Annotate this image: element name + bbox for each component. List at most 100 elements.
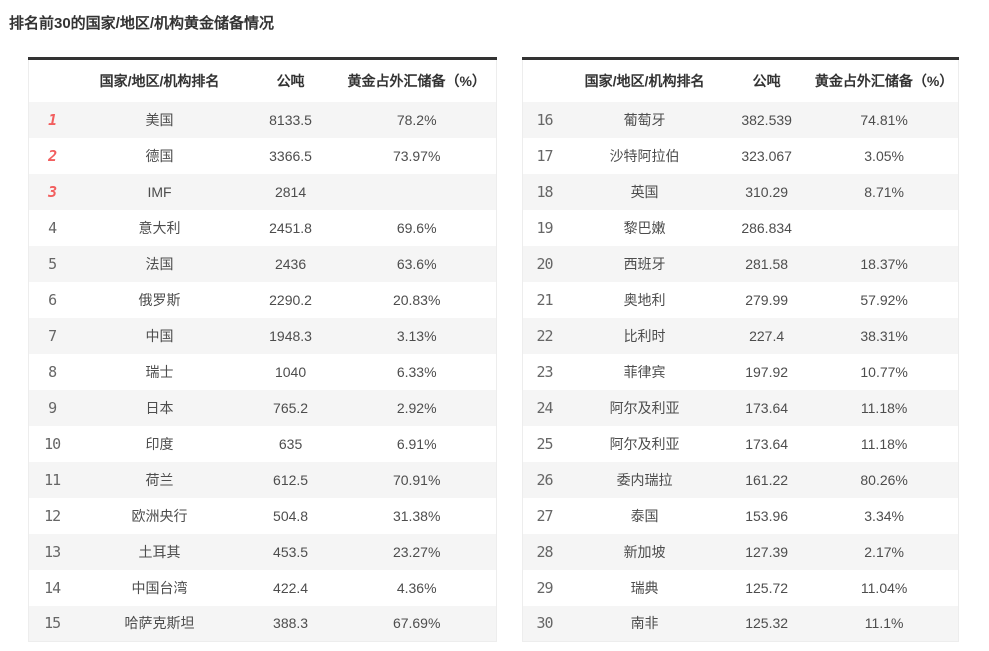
percent-cell: 3.13% (396, 327, 437, 344)
table-row: 21 奥地利 279.99 57.92% (522, 281, 959, 318)
country-cell: 意大利 (138, 219, 181, 236)
table-row: 24 阿尔及利亚 173.64 11.18% (522, 389, 959, 426)
country-cell: 黎巴嫩 (623, 219, 666, 236)
percent-cell: 74.81% (860, 111, 908, 128)
percent-cell: 70.91% (392, 471, 441, 488)
table-row: 23 菲律宾 197.92 10.77% (522, 353, 959, 390)
rank-cell: 25 (536, 434, 554, 453)
country-cell: 西班牙 (623, 255, 666, 272)
rank-cell: 24 (536, 398, 554, 417)
tonnes-cell: 125.32 (745, 615, 789, 632)
rank-cell: 14 (44, 578, 61, 597)
percent-cell: 6.33% (396, 363, 437, 380)
table-row: 25 阿尔及利亚 173.64 11.18% (522, 425, 959, 462)
percent-cell: 67.69% (392, 615, 441, 632)
header-tonnes: 公吨 (243, 58, 338, 102)
country-cell: 沙特阿拉伯 (609, 147, 680, 164)
table-row: 6 俄罗斯 2290.2 20.83% (28, 281, 497, 318)
table-row: 13 土耳其 453.5 23.27% (28, 533, 497, 570)
table-row: 1 美国 8133.5 78.2% (28, 101, 497, 138)
percent-cell: 4.36% (396, 579, 437, 596)
percent-cell: 18.37% (860, 255, 908, 272)
percent-cell: 11.1% (864, 615, 904, 632)
percent-cell: 3.05% (864, 147, 904, 164)
tonnes-cell: 310.29 (745, 183, 789, 200)
tonnes-cell: 1040 (274, 363, 307, 380)
tonnes-cell: 125.72 (745, 579, 789, 596)
header-percent: 黄金占外汇储备（%） (810, 58, 959, 102)
country-cell: 哈萨克斯坦 (124, 615, 195, 632)
table-row: 30 南非 125.32 11.1% (522, 605, 959, 642)
rank-cell: 9 (48, 398, 57, 417)
tonnes-cell: 173.64 (745, 399, 789, 416)
percent-cell: 80.26% (860, 471, 908, 488)
table-row: 28 新加坡 127.39 2.17% (522, 533, 959, 570)
tonnes-cell: 197.92 (745, 363, 789, 380)
rank-cell: 30 (536, 614, 554, 633)
rank-cell: 13 (44, 542, 61, 561)
header-rank (522, 58, 567, 102)
tonnes-cell: 2451.8 (269, 219, 312, 236)
percent-cell: 31.38% (392, 507, 441, 524)
rank-cell: 1 (48, 110, 57, 129)
tonnes-cell: 323.067 (741, 147, 792, 164)
table-row: 22 比利时 227.4 38.31% (522, 317, 959, 354)
country-cell: 葡萄牙 (623, 111, 666, 128)
table-row: 16 葡萄牙 382.539 74.81% (522, 101, 959, 138)
rank-cell: 20 (536, 254, 554, 273)
country-cell: 俄罗斯 (138, 291, 181, 308)
tonnes-cell: 382.539 (741, 111, 792, 128)
tonnes-cell: 635 (278, 435, 303, 452)
country-cell: 委内瑞拉 (616, 471, 673, 488)
country-cell: 荷兰 (145, 471, 174, 488)
table-header-row: 国家/地区/机构排名 公吨 黄金占外汇储备（%） (28, 58, 497, 102)
country-cell: 美国 (145, 111, 174, 128)
rank-cell: 22 (536, 326, 554, 345)
tonnes-cell: 279.99 (745, 291, 789, 308)
tonnes-cell: 453.5 (273, 543, 309, 560)
rank-cell: 5 (48, 254, 57, 273)
rank-cell: 26 (536, 470, 554, 489)
rank-cell: 8 (48, 362, 57, 381)
table-row: 9 日本 765.2 2.92% (28, 389, 497, 426)
table-row: 18 英国 310.29 8.71% (522, 173, 959, 210)
percent-cell: 2.17% (864, 543, 904, 560)
table-row: 19 黎巴嫩 286.834 (522, 209, 959, 246)
table-row: 27 泰国 153.96 3.34% (522, 497, 959, 534)
percent-cell: 78.2% (396, 111, 437, 128)
country-cell: 印度 (145, 435, 174, 452)
rank-cell: 11 (44, 470, 61, 489)
percent-cell: 8.71% (864, 183, 904, 200)
tonnes-cell: 281.58 (745, 255, 789, 272)
table-header-row: 国家/地区/机构排名 公吨 黄金占外汇储备（%） (522, 58, 959, 102)
country-cell: IMF (147, 183, 172, 200)
rank-cell: 3 (48, 182, 57, 201)
tonnes-cell: 388.3 (273, 615, 309, 632)
rank-cell: 4 (48, 218, 57, 237)
country-cell: 新加坡 (623, 543, 666, 560)
country-cell: 土耳其 (138, 543, 181, 560)
rank-cell: 16 (536, 110, 554, 129)
rank-cell: 6 (48, 290, 57, 309)
tonnes-cell: 286.834 (741, 219, 792, 236)
rank-cell: 29 (536, 578, 554, 597)
header-tonnes: 公吨 (723, 58, 811, 102)
percent-cell: 63.6% (396, 255, 437, 272)
table-row: 3 IMF 2814 (28, 173, 497, 210)
percent-cell: 2.92% (396, 399, 437, 416)
country-cell: 阿尔及利亚 (609, 399, 680, 416)
tonnes-cell: 765.2 (273, 399, 309, 416)
percent-cell: 11.04% (860, 579, 908, 596)
table-row: 29 瑞典 125.72 11.04% (522, 569, 959, 606)
header-country: 国家/地区/机构排名 (566, 58, 724, 102)
header-percent: 黄金占外汇储备（%） (337, 58, 497, 102)
rank-cell: 12 (44, 506, 61, 525)
country-cell: 菲律宾 (623, 363, 666, 380)
tonnes-cell: 127.39 (745, 543, 789, 560)
country-cell: 英国 (630, 183, 659, 200)
rank-cell: 10 (44, 434, 61, 453)
table-row: 11 荷兰 612.5 70.91% (28, 461, 497, 498)
country-cell: 日本 (145, 399, 174, 416)
header-rank (28, 58, 76, 102)
table-row: 5 法国 2436 63.6% (28, 245, 497, 282)
